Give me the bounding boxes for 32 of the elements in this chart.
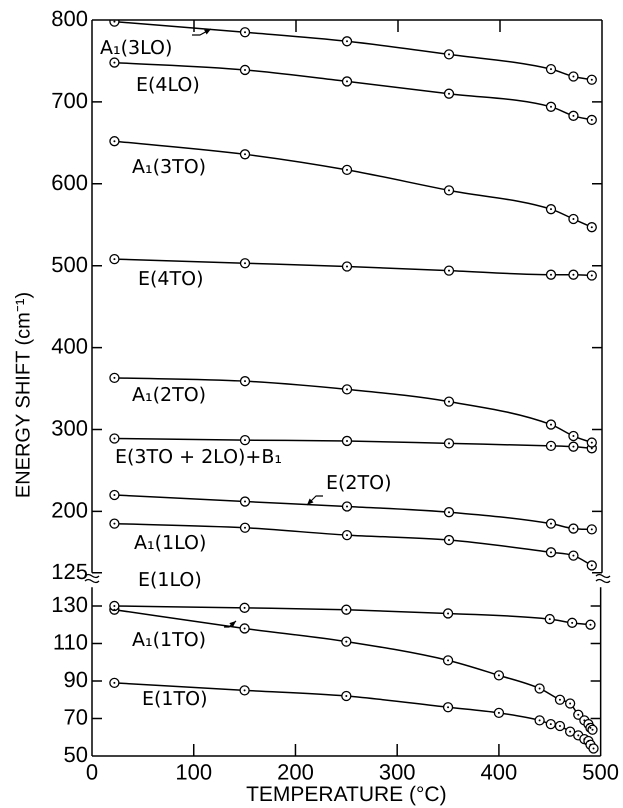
series-label: A₁(1TO): [132, 628, 206, 651]
y-tick-label: 700: [51, 88, 88, 113]
x-tick-label: 200: [277, 759, 314, 784]
series-label: E(4TO): [138, 268, 204, 290]
series-label: E(4LO): [136, 74, 200, 96]
y-axis-title: ENERGY SHIFT (cm⁻¹): [12, 292, 36, 498]
series-label: E(2TO): [326, 472, 392, 494]
series-label: A₁(1LO): [134, 532, 206, 554]
y-tick-label: 90: [64, 667, 88, 692]
series-label: E(1TO): [142, 688, 208, 710]
y-tick-label: 130: [51, 592, 88, 618]
x-tick-label: 300: [378, 759, 416, 784]
x-tick-label: 400: [480, 759, 518, 784]
y-tick-label: 600: [51, 170, 88, 195]
y-tick-label: 200: [51, 497, 88, 522]
x-axis-title: TEMPERATURE (°C): [246, 783, 447, 806]
y-tick-label: 70: [64, 704, 88, 730]
y-tick-label: 400: [51, 334, 88, 359]
y-tick-label: 300: [51, 416, 88, 441]
series-label: E(3TO + 2LO)+B₁: [115, 446, 282, 468]
series-label: A₁(3LO): [100, 36, 172, 59]
series-label: A₁(3TO): [132, 156, 206, 178]
x-tick-label: 100: [175, 759, 212, 784]
series-label: A₁(2TO): [132, 384, 206, 406]
y-tick-label: 110: [52, 630, 88, 655]
y-tick-label: 500: [51, 252, 88, 277]
y-tick-label: 125: [51, 558, 88, 584]
x-tick-label: 0: [86, 759, 98, 784]
y-tick-label: 800: [51, 6, 88, 32]
y-tick-label: 50: [64, 742, 88, 768]
x-tick-label: 500: [582, 759, 620, 784]
series-label: E(1LO): [138, 568, 202, 591]
